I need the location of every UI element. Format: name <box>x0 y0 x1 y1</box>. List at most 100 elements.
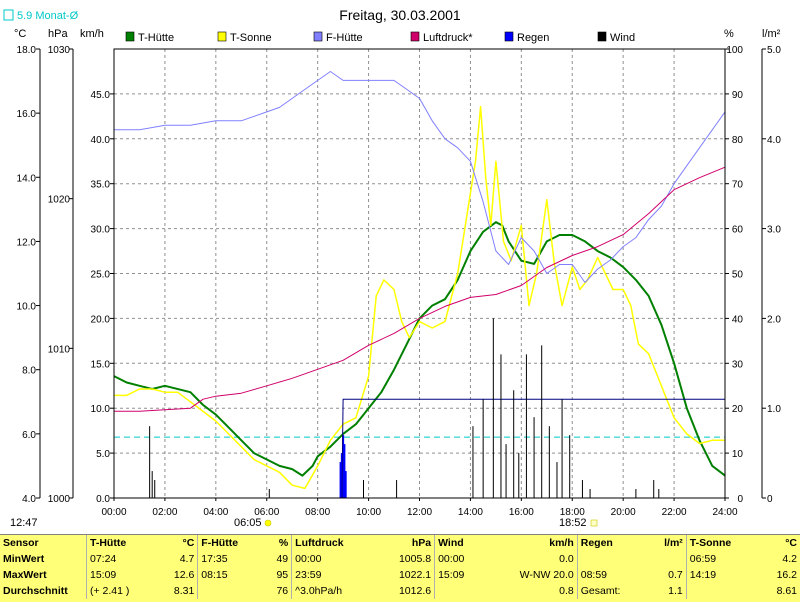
stats-header-sensor: Sensor <box>0 535 87 551</box>
stats-cell-value: 16.2 <box>760 567 800 583</box>
stats-row-avg: Durchschnitt (+ 2.41 ) 8.31 76 ^3.0hPa/h… <box>0 583 800 599</box>
stats-cell-value: 0.0 <box>485 551 578 567</box>
y-tick-label: 5.0 <box>96 449 110 460</box>
stats-cell-time: 15:09 <box>435 567 485 583</box>
stats-cell-value: 1005.8 <box>376 551 435 567</box>
stats-cell-value: 8.31 <box>157 583 198 599</box>
humidity-unit-label: % <box>724 28 734 40</box>
legend-label: T-Sonne <box>230 32 272 44</box>
temp-unit-label: °C <box>14 28 26 40</box>
stats-cell-time: 07:24 <box>87 551 157 567</box>
stats-header-wind-unit: km/h <box>485 535 578 551</box>
y-tick-label: 30.0 <box>91 225 111 236</box>
stats-header-wind: Wind <box>435 535 485 551</box>
legend-label: Wind <box>610 32 635 44</box>
stats-cell-time: 08:15 <box>198 567 264 583</box>
stats-table: Sensor T-Hütte °C F-Hütte % Luftdruck hP… <box>0 535 800 599</box>
legend-swatch <box>314 32 322 41</box>
stats-cell-value: 1022.1 <box>376 567 435 583</box>
stats-cell-time: ^3.0hPa/h <box>292 583 376 599</box>
stats-header-luftdruck: Luftdruck <box>292 535 376 551</box>
stats-cell-value <box>648 551 686 567</box>
y-tick-label: 5.0 <box>767 45 781 56</box>
stats-cell-time <box>686 583 759 599</box>
stats-header-t-sonne-unit: °C <box>760 535 800 551</box>
time-label: 12:47 <box>10 517 38 529</box>
stats-cell-value: 76 <box>264 583 292 599</box>
stats-cell-value: 8.61 <box>760 583 800 599</box>
stats-header-f-huette-unit: % <box>264 535 292 551</box>
legend-label: T-Hütte <box>138 32 174 44</box>
x-tick-label: 14:00 <box>458 507 483 518</box>
rain-unit-label: l/m² <box>762 28 781 40</box>
y-tick-label: 8.0 <box>22 366 36 377</box>
y-tick-label: 16.0 <box>17 109 37 120</box>
stats-cell-value: 0.8 <box>485 583 578 599</box>
y-tick-label: 30 <box>732 359 744 370</box>
stats-header-row: Sensor T-Hütte °C F-Hütte % Luftdruck hP… <box>0 535 800 551</box>
x-tick-label: 20:00 <box>611 507 636 518</box>
y-tick-label: 35.0 <box>91 180 111 191</box>
y-tick-label: 20.0 <box>91 314 111 325</box>
stats-cell-time: 00:00 <box>435 551 485 567</box>
x-tick-label: 04:00 <box>203 507 228 518</box>
y-tick-label: 1010 <box>48 344 71 355</box>
x-tick-label: 24:00 <box>712 507 737 518</box>
y-tick-label: 4.0 <box>767 135 781 146</box>
stats-cell-value: W-NW 20.0 <box>485 567 578 583</box>
legend-label: Regen <box>517 32 549 44</box>
sunset-icon <box>591 520 597 526</box>
stats-header-f-huette: F-Hütte <box>198 535 264 551</box>
stats-cell-time: 08:59 <box>577 567 648 583</box>
stats-header-t-huette-unit: °C <box>157 535 198 551</box>
stats-cell-time: 15:09 <box>87 567 157 583</box>
y-tick-label: 15.0 <box>91 359 111 370</box>
stats-cell-time: (+ 2.41 ) <box>87 583 157 599</box>
month-avg-label: 5.9 Monat-Ø <box>17 10 79 22</box>
y-tick-label: 10.0 <box>91 404 111 415</box>
stats-cell-value: 12.6 <box>157 567 198 583</box>
y-tick-label: 1000 <box>48 494 71 505</box>
y-tick-label: 3.0 <box>767 225 781 236</box>
y-tick-label: 25.0 <box>91 270 111 281</box>
legend-swatch <box>411 32 419 41</box>
x-tick-label: 12:00 <box>407 507 432 518</box>
y-tick-label: 4.0 <box>22 494 36 505</box>
stats-cell-time: 17:35 <box>198 551 264 567</box>
stats-cell-time: 00:00 <box>292 551 376 567</box>
stats-panel: Sensor T-Hütte °C F-Hütte % Luftdruck hP… <box>0 534 800 602</box>
y-tick-label: 40.0 <box>91 135 111 146</box>
sunrise-label: 06:05 <box>234 517 262 529</box>
x-tick-label: 02:00 <box>152 507 177 518</box>
stats-header-luftdruck-unit: hPa <box>376 535 435 551</box>
stats-cell-time <box>577 551 648 567</box>
stats-cell-value: 95 <box>264 567 292 583</box>
stats-cell-time <box>198 583 264 599</box>
y-tick-label: 0.0 <box>96 494 110 505</box>
legend-swatch <box>218 32 226 41</box>
y-tick-label: 18.0 <box>17 45 37 56</box>
legend-swatch <box>505 32 513 41</box>
y-tick-label: 6.0 <box>22 430 36 441</box>
y-tick-label: 20 <box>732 404 744 415</box>
legend-label: F-Hütte <box>326 32 363 44</box>
stats-cell-value: 0.7 <box>648 567 686 583</box>
legend-swatch <box>126 32 134 41</box>
y-tick-label: 80 <box>732 135 744 146</box>
y-tick-label: 90 <box>732 90 744 101</box>
y-tick-label: 0 <box>767 494 773 505</box>
stats-row-label: Durchschnitt <box>0 583 87 599</box>
month-avg-icon <box>4 10 13 20</box>
sunrise-icon <box>265 520 271 526</box>
y-tick-label: 1020 <box>48 195 71 206</box>
y-tick-label: 0 <box>737 494 743 505</box>
stats-row-min: MinWert 07:24 4.7 17:35 49 00:00 1005.8 … <box>0 551 800 567</box>
x-tick-label: 16:00 <box>509 507 534 518</box>
stats-cell-value: 1012.6 <box>376 583 435 599</box>
x-tick-label: 08:00 <box>305 507 330 518</box>
stats-cell-time <box>435 583 485 599</box>
stats-header-regen-unit: l/m² <box>648 535 686 551</box>
y-tick-label: 40 <box>732 314 744 325</box>
